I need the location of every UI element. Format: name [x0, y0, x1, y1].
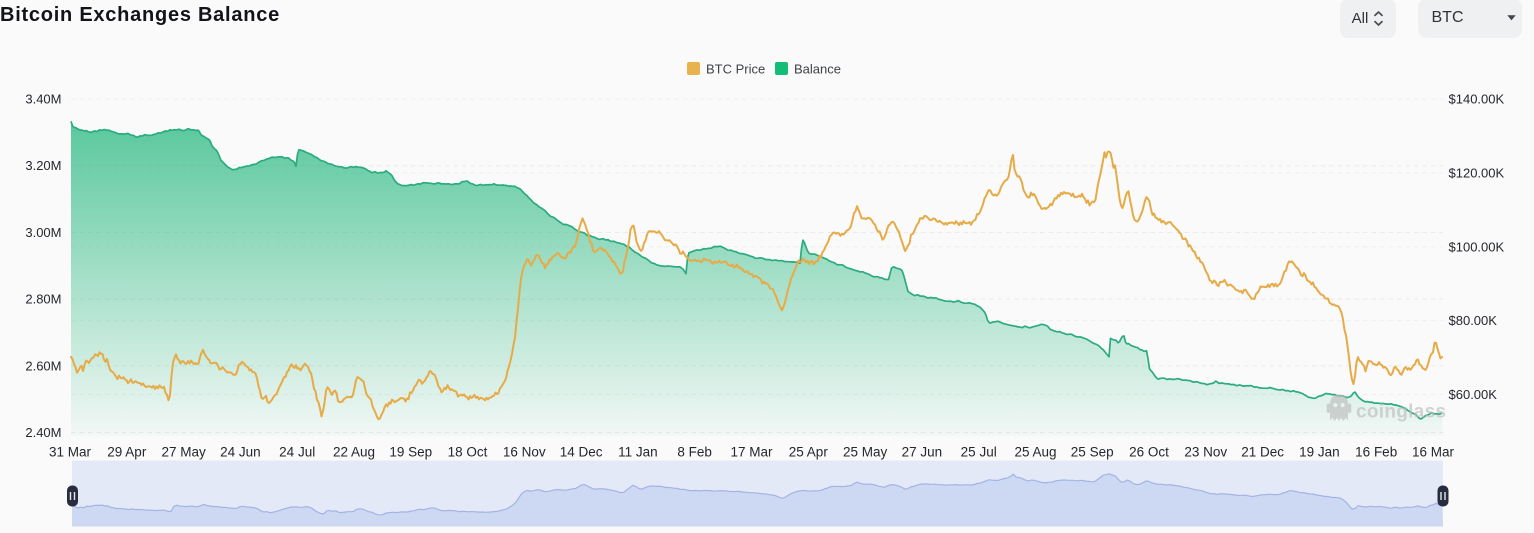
svg-text:16 Mar: 16 Mar	[1412, 445, 1455, 460]
svg-text:16 Nov: 16 Nov	[503, 445, 546, 460]
svg-text:11 Jan: 11 Jan	[618, 445, 658, 460]
svg-text:2.40M: 2.40M	[25, 425, 61, 440]
svg-text:19 Jan: 19 Jan	[1299, 445, 1340, 460]
svg-text:26 Oct: 26 Oct	[1129, 445, 1169, 460]
svg-text:23 Nov: 23 Nov	[1184, 445, 1227, 460]
svg-text:25 Aug: 25 Aug	[1014, 445, 1056, 460]
svg-text:$120.00K: $120.00K	[1449, 165, 1505, 180]
svg-text:31 Mar: 31 Mar	[49, 445, 92, 460]
svg-text:3.40M: 3.40M	[25, 92, 61, 107]
svg-text:27 Jun: 27 Jun	[902, 445, 943, 460]
svg-text:$100.00K: $100.00K	[1449, 239, 1505, 254]
svg-text:24 Jun: 24 Jun	[220, 445, 261, 460]
svg-text:14 Dec: 14 Dec	[560, 445, 603, 460]
svg-text:coinglass: coinglass	[1356, 402, 1446, 423]
svg-text:$140.00K: $140.00K	[1449, 92, 1505, 107]
svg-text:3.00M: 3.00M	[25, 225, 61, 240]
svg-text:25 May: 25 May	[843, 445, 888, 460]
svg-text:17 Mar: 17 Mar	[730, 445, 773, 460]
svg-text:16 Feb: 16 Feb	[1355, 445, 1397, 460]
svg-text:19 Sep: 19 Sep	[389, 445, 432, 460]
svg-text:25 Sep: 25 Sep	[1071, 445, 1114, 460]
svg-text:22 Aug: 22 Aug	[333, 445, 375, 460]
svg-text:24 Jul: 24 Jul	[279, 445, 315, 460]
svg-text:25 Apr: 25 Apr	[789, 445, 829, 460]
svg-text:$60.00K: $60.00K	[1449, 387, 1498, 402]
svg-text:18 Oct: 18 Oct	[448, 445, 488, 460]
svg-text:8 Feb: 8 Feb	[677, 445, 712, 460]
svg-text:2.80M: 2.80M	[25, 292, 61, 307]
svg-text:29 Apr: 29 Apr	[107, 445, 147, 460]
svg-text:Balance: Balance	[794, 62, 841, 77]
svg-text:2.60M: 2.60M	[25, 358, 61, 373]
svg-text:21 Dec: 21 Dec	[1241, 445, 1284, 460]
svg-text:$80.00K: $80.00K	[1449, 313, 1498, 328]
svg-text:25 Jul: 25 Jul	[961, 445, 997, 460]
svg-text:27 May: 27 May	[161, 445, 206, 460]
svg-text:3.20M: 3.20M	[25, 158, 61, 173]
svg-text:BTC Price: BTC Price	[706, 62, 765, 77]
